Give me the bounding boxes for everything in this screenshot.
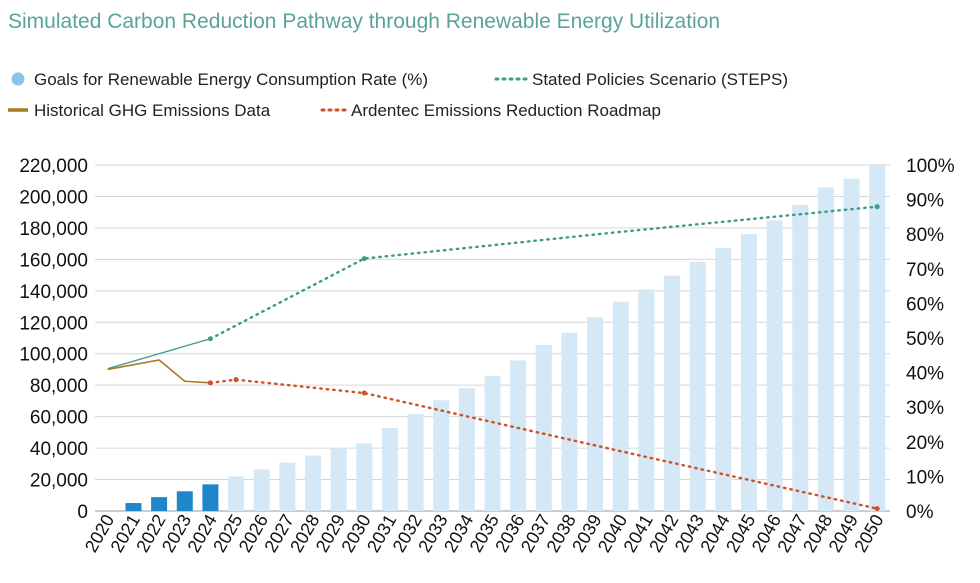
marker-stated-policies-scenario-steps bbox=[874, 204, 880, 210]
right-axis-tick-label: 100% bbox=[906, 156, 955, 177]
bar-2036 bbox=[510, 360, 527, 511]
bar-2032 bbox=[407, 414, 424, 511]
bar-2026 bbox=[253, 469, 270, 511]
left-axis-tick-label: 180,000 bbox=[19, 219, 88, 240]
bar-2034 bbox=[458, 388, 475, 511]
left-axis-tick-label: 160,000 bbox=[19, 250, 88, 271]
right-axis-tick-label: 20% bbox=[906, 433, 944, 454]
right-axis-tick-label: 90% bbox=[906, 191, 944, 212]
bar-2023 bbox=[176, 491, 193, 511]
bar-2037 bbox=[535, 344, 552, 511]
bars bbox=[125, 165, 886, 512]
bar-2021 bbox=[125, 503, 142, 511]
bar-2035 bbox=[484, 376, 501, 511]
bar-2029 bbox=[330, 448, 347, 511]
marker-stated-policies-scenario-steps bbox=[207, 336, 213, 342]
bar-2033 bbox=[433, 400, 450, 511]
bar-2030 bbox=[356, 443, 373, 511]
legend-swatch-renewable-goals bbox=[11, 72, 25, 86]
bar-2041 bbox=[638, 289, 655, 511]
marker-ardentec-emissions-reduction-roadmap bbox=[207, 380, 213, 386]
legend-label-steps: Stated Policies Scenario (STEPS) bbox=[532, 70, 788, 89]
bar-2047 bbox=[792, 204, 809, 512]
line-stated-policies-scenario-steps bbox=[209, 205, 879, 340]
left-axis-ticks: 0 20,000 40,000 60,000 80,000 100,000 120,000 1… bbox=[19, 156, 88, 523]
right-axis-tick-label: 0% bbox=[906, 502, 934, 523]
right-axis-tick-label: 10% bbox=[906, 467, 944, 488]
bar-2031 bbox=[381, 427, 398, 511]
legend-label-historical: Historical GHG Emissions Data bbox=[34, 101, 271, 120]
bar-2042 bbox=[664, 275, 681, 511]
x-axis-ticks: 2020202120222023202420252026202720282029… bbox=[81, 511, 888, 556]
bar-2050 bbox=[869, 165, 886, 511]
bar-2025 bbox=[228, 476, 245, 511]
bar-2046 bbox=[766, 220, 783, 512]
bar-2022 bbox=[151, 497, 168, 511]
left-axis-tick-label: 60,000 bbox=[30, 408, 88, 429]
bar-2045 bbox=[740, 234, 757, 511]
legend-label-renewable-goals: Goals for Renewable Energy Consumption R… bbox=[34, 70, 428, 89]
line-historical-ghg-emissions-data bbox=[107, 359, 211, 384]
left-axis-tick-label: 80,000 bbox=[30, 376, 88, 397]
bar-2024 bbox=[202, 484, 219, 511]
left-axis-tick-label: 200,000 bbox=[19, 187, 88, 208]
bar-2027 bbox=[279, 462, 296, 511]
bar-2040 bbox=[612, 301, 629, 511]
marker-ardentec-emissions-reduction-roadmap bbox=[233, 377, 239, 383]
series-lines bbox=[107, 205, 879, 510]
left-axis-tick-label: 140,000 bbox=[19, 282, 88, 303]
right-axis-tick-label: 50% bbox=[906, 329, 944, 350]
left-axis-tick-label: 100,000 bbox=[19, 345, 88, 366]
right-axis-tick-label: 30% bbox=[906, 398, 944, 419]
right-axis-tick-label: 80% bbox=[906, 225, 944, 246]
legend-label-roadmap: Ardentec Emissions Reduction Roadmap bbox=[351, 101, 661, 120]
bar-2028 bbox=[304, 455, 321, 511]
right-axis-tick-label: 60% bbox=[906, 294, 944, 315]
series-markers bbox=[207, 204, 880, 512]
marker-ardentec-emissions-reduction-roadmap bbox=[361, 390, 367, 396]
left-axis-tick-label: 0 bbox=[77, 502, 88, 523]
right-axis-tick-label: 70% bbox=[906, 260, 944, 281]
bar-2043 bbox=[689, 261, 706, 511]
bar-2038 bbox=[561, 332, 578, 511]
bar-2048 bbox=[817, 187, 834, 512]
legend: Goals for Renewable Energy Consumption R… bbox=[8, 70, 788, 120]
bar-2049 bbox=[843, 178, 860, 511]
left-axis-tick-label: 20,000 bbox=[30, 471, 88, 492]
marker-stated-policies-scenario-steps bbox=[361, 256, 367, 262]
right-axis-ticks: 0% 10% 20% 30% 40% 50% 60% 70% 80% 90% 100% bbox=[906, 156, 955, 523]
marker-ardentec-emissions-reduction-roadmap bbox=[874, 506, 880, 512]
right-axis-tick-label: 40% bbox=[906, 364, 944, 385]
bar-2039 bbox=[587, 317, 604, 511]
left-axis-tick-label: 220,000 bbox=[19, 156, 88, 177]
left-axis-tick-label: 40,000 bbox=[30, 439, 88, 460]
line-stated-policies-scenario-steps-historical bbox=[107, 338, 211, 370]
bar-2044 bbox=[715, 248, 732, 512]
chart-title: Simulated Carbon Reduction Pathway throu… bbox=[8, 10, 720, 33]
left-axis-tick-label: 120,000 bbox=[19, 313, 88, 334]
